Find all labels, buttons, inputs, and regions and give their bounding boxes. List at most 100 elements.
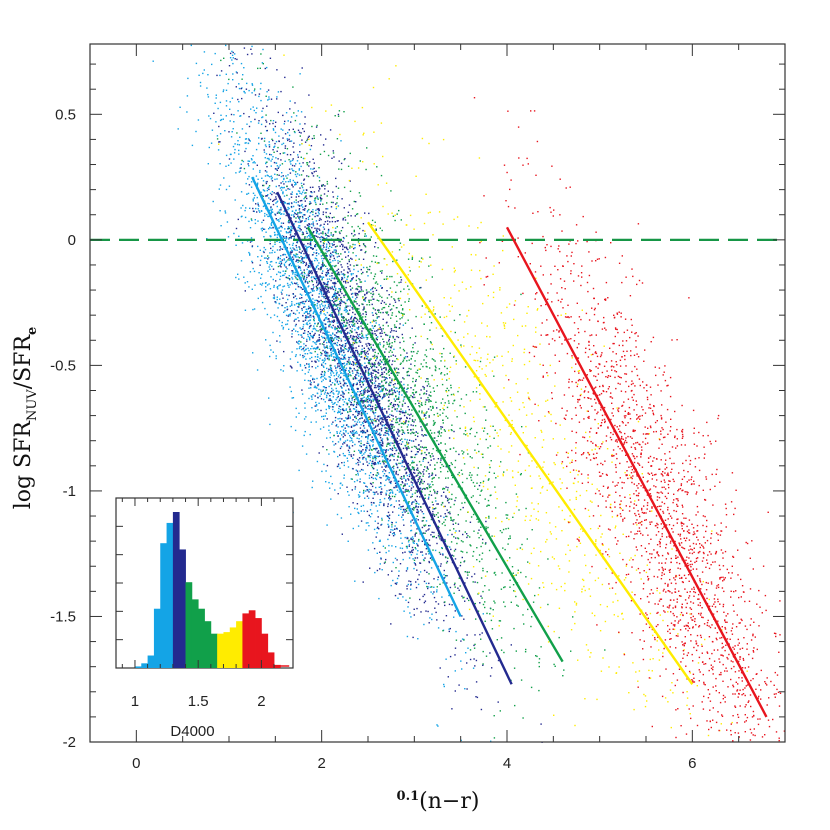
data-point <box>370 483 373 485</box>
data-point <box>324 188 326 190</box>
data-point <box>323 374 326 377</box>
data-point <box>286 294 288 296</box>
data-point <box>336 342 339 344</box>
data-point <box>355 255 357 257</box>
data-point <box>364 410 367 413</box>
data-point <box>346 247 348 250</box>
data-point <box>344 358 347 360</box>
data-point <box>362 229 364 232</box>
data-point <box>298 209 300 211</box>
data-point <box>290 310 293 312</box>
data-point <box>338 273 341 276</box>
data-point <box>364 352 366 354</box>
data-point <box>297 361 299 363</box>
data-point <box>416 474 418 477</box>
data-point <box>356 421 359 423</box>
data-point <box>406 417 408 419</box>
data-point <box>304 373 306 375</box>
data-point <box>441 426 444 428</box>
data-point <box>390 442 392 444</box>
data-point <box>331 315 334 317</box>
data-point <box>366 291 368 293</box>
data-point <box>309 195 311 198</box>
data-point <box>415 475 417 477</box>
data-point <box>315 401 317 404</box>
data-point <box>365 355 367 357</box>
data-point <box>321 236 324 238</box>
data-point <box>307 347 309 350</box>
data-point <box>378 395 381 397</box>
data-point <box>301 393 304 395</box>
data-point <box>369 447 371 449</box>
data-point <box>318 228 320 230</box>
data-point <box>249 241 252 243</box>
data-point <box>384 367 386 369</box>
data-point <box>282 129 284 131</box>
data-point <box>295 175 298 178</box>
data-point <box>304 353 306 355</box>
data-point <box>369 398 371 400</box>
data-point <box>437 431 439 433</box>
data-point <box>337 393 339 395</box>
data-point <box>332 403 334 405</box>
data-point <box>292 158 294 160</box>
data-point <box>306 227 308 230</box>
data-point <box>390 436 393 438</box>
data-point <box>322 213 324 216</box>
data-point <box>376 396 378 399</box>
data-point <box>246 193 248 195</box>
data-point <box>428 416 430 418</box>
data-point <box>366 461 368 463</box>
data-point <box>342 409 344 412</box>
data-point <box>284 253 287 256</box>
data-point <box>351 346 354 348</box>
data-point <box>397 428 399 431</box>
data-point <box>406 388 408 390</box>
data-point <box>277 158 279 160</box>
data-point <box>303 183 305 185</box>
data-point <box>328 481 330 484</box>
data-point <box>273 199 275 202</box>
data-point <box>448 594 450 597</box>
data-point <box>277 271 280 273</box>
data-point <box>292 247 294 249</box>
data-point <box>268 203 270 205</box>
data-point <box>379 432 381 434</box>
data-point <box>342 452 344 455</box>
data-point <box>260 191 262 194</box>
data-point <box>333 285 336 287</box>
data-point <box>306 232 308 234</box>
data-point <box>327 356 329 358</box>
data-point <box>288 243 291 246</box>
data-point <box>283 259 285 261</box>
data-point <box>274 251 276 253</box>
data-point <box>295 354 297 356</box>
data-point <box>359 279 361 281</box>
data-point <box>321 363 323 365</box>
data-point <box>385 465 388 467</box>
data-point <box>357 464 360 466</box>
data-point <box>309 352 311 354</box>
data-point <box>335 185 337 188</box>
data-point <box>436 503 438 505</box>
data-point <box>312 209 314 211</box>
data-point <box>319 276 321 278</box>
data-point <box>368 380 370 382</box>
data-point <box>415 506 417 508</box>
data-point <box>396 486 398 488</box>
data-point <box>326 367 328 370</box>
data-point <box>342 393 344 395</box>
data-point <box>339 350 341 352</box>
data-point <box>293 223 295 225</box>
data-point <box>423 469 425 471</box>
data-point <box>355 410 357 413</box>
data-point <box>333 293 335 296</box>
data-point <box>331 296 333 299</box>
data-point <box>384 408 386 410</box>
data-point <box>461 556 463 559</box>
data-point <box>383 396 385 398</box>
data-point <box>374 407 376 409</box>
data-point <box>219 184 222 186</box>
data-point <box>342 424 345 426</box>
data-point <box>288 275 290 277</box>
